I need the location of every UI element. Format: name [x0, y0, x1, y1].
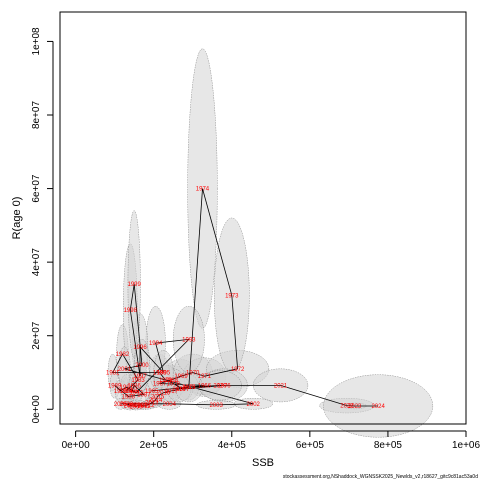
- point-label: 1983: [131, 378, 145, 384]
- point-label: 2024: [371, 404, 385, 410]
- point-label: 1985: [126, 389, 140, 395]
- point-label: 1966: [198, 383, 212, 389]
- x-tick-label: 8e+05: [374, 440, 403, 451]
- point-label: 1989: [108, 383, 122, 389]
- point-label: 1994: [149, 341, 163, 347]
- point-label: 1969: [174, 374, 188, 380]
- point-label: 1980: [153, 371, 167, 377]
- point-label: 1995: [157, 371, 171, 377]
- point-label: 1976: [217, 383, 231, 389]
- point-label: 2012: [141, 403, 155, 409]
- point-label: 2015: [151, 394, 165, 400]
- point-label: 2023: [348, 404, 362, 410]
- point-label: 2021: [274, 383, 288, 389]
- y-tick-label: 1e+08: [31, 27, 42, 56]
- point-label: 1979: [159, 378, 173, 384]
- point-label: 1992: [129, 391, 143, 397]
- x-axis-title: SSB: [252, 457, 274, 469]
- footer-source: stockassessment.org,NShaddock_WGNSSK2025…: [283, 474, 478, 480]
- y-tick-label: 4e+07: [31, 248, 42, 277]
- point-label: 1978: [167, 382, 181, 388]
- point-label: 1998: [124, 308, 138, 314]
- point-label: 1999: [127, 282, 141, 288]
- point-label: 2013: [145, 401, 159, 407]
- point-label: 2001: [118, 367, 132, 373]
- point-label: 2007: [124, 404, 138, 410]
- point-label: 2016: [157, 391, 171, 397]
- y-tick-label: 2e+07: [31, 321, 42, 350]
- point-label: 2010: [133, 403, 147, 409]
- point-label: 1970: [186, 371, 200, 377]
- point-label: 2011: [137, 404, 151, 410]
- point-label: 1967: [153, 382, 167, 388]
- uncertainty-ellipses: [107, 48, 434, 438]
- point-label: 1988: [122, 394, 136, 400]
- point-label: 2009: [129, 404, 143, 410]
- y-axis-title: R(age 0): [11, 197, 23, 240]
- point-label: 1972: [231, 367, 245, 373]
- point-label: 2018: [172, 387, 186, 393]
- y-axis: 0e+00 2e+07 4e+07 6e+07 8e+07 1e+08: [31, 27, 54, 424]
- point-label: 1973: [225, 293, 239, 299]
- point-label: 2005: [114, 402, 128, 408]
- y-tick-label: 0e+00: [31, 395, 42, 424]
- point-label: 1974: [196, 187, 210, 193]
- x-axis: 0e+00 2e+05 4e+05 6e+05 8e+05 1e+06: [62, 430, 480, 451]
- point-label: 1977: [176, 387, 190, 393]
- point-label: 1993: [182, 337, 196, 343]
- point-label: 2022: [340, 404, 354, 410]
- point-label: 1984: [120, 389, 134, 395]
- point-label: 1968: [165, 378, 179, 384]
- point-label: 2002: [247, 402, 261, 408]
- point-label: 2019: [182, 385, 196, 391]
- point-label: 2014: [149, 398, 163, 404]
- y-tick-label: 6e+07: [31, 174, 42, 203]
- point-label: 1986: [127, 383, 141, 389]
- point-label: 1965: [145, 389, 159, 395]
- point-label: 1990: [114, 389, 128, 395]
- point-label: 2000: [135, 363, 149, 369]
- x-tick-label: 1e+06: [452, 440, 480, 451]
- point-label: 2003: [209, 403, 223, 409]
- x-tick-label: 4e+05: [218, 440, 247, 451]
- point-label: 2008: [127, 403, 141, 409]
- x-tick-label: 2e+05: [140, 440, 169, 451]
- stock-recruitment-path: [112, 188, 379, 407]
- point-label: 1975: [182, 385, 196, 391]
- point-label: 2017: [165, 389, 179, 395]
- x-tick-label: 6e+05: [296, 440, 325, 451]
- point-label: 1982: [116, 352, 130, 358]
- y-tick-label: 8e+07: [31, 101, 42, 130]
- point-label: 2020: [213, 383, 227, 389]
- point-label: 2006: [120, 402, 134, 408]
- point-label: 1997: [133, 374, 147, 380]
- point-label: 2004: [163, 402, 177, 408]
- point-label: 1971: [198, 374, 212, 380]
- point-label: 1991: [120, 385, 134, 391]
- x-tick-label: 0e+00: [62, 440, 91, 451]
- point-label: 1987: [137, 393, 151, 399]
- trajectory-line: [112, 188, 379, 407]
- point-label: 1981: [106, 371, 120, 377]
- point-label: 1996: [133, 345, 147, 351]
- plot-frame: [59, 11, 467, 425]
